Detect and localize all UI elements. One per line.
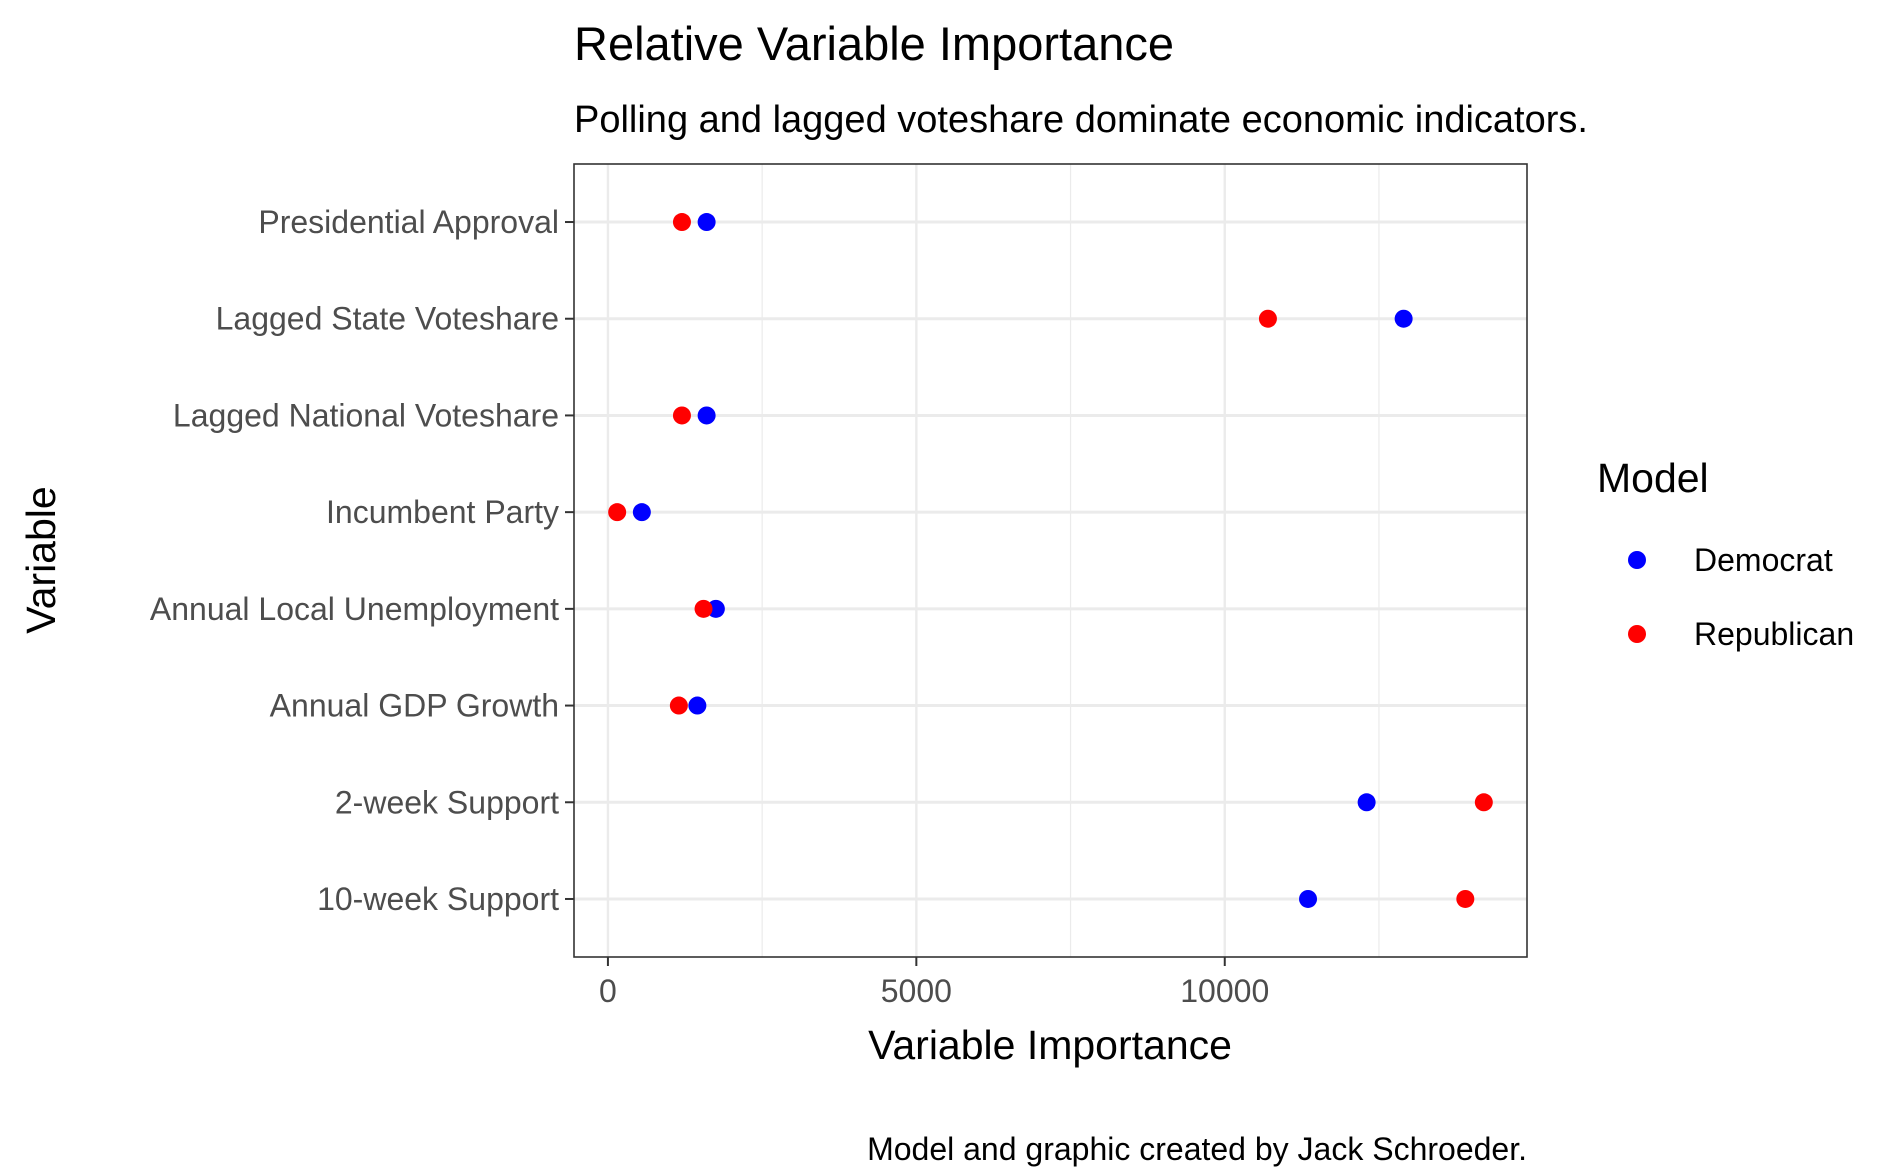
- x-tick-label: 10000: [1180, 973, 1269, 1009]
- data-point-democrat: [697, 406, 716, 425]
- data-point-democrat: [1299, 889, 1318, 908]
- y-tick-label: 2-week Support: [335, 784, 559, 820]
- plot-border: [573, 163, 1528, 958]
- y-tick-label: Incumbent Party: [326, 494, 559, 530]
- legend-items: Democrat Republican: [1628, 542, 1854, 652]
- legend: Model Democrat Republican: [1597, 455, 1854, 652]
- data-point-democrat: [1394, 309, 1413, 328]
- x-axis-ticks: 0 5000 10000: [599, 957, 1269, 1009]
- y-tick-label: Lagged National Voteshare: [173, 397, 559, 433]
- data-point-democrat: [697, 213, 716, 232]
- y-tick-label: Presidential Approval: [258, 204, 559, 240]
- plot-area: Presidential Approval Lagged State Votesh…: [150, 163, 1528, 1009]
- legend-label-republican: Republican: [1694, 616, 1854, 652]
- data-point-democrat: [688, 696, 707, 715]
- data-point-democrat: [706, 599, 725, 618]
- data-point-republican: [1474, 793, 1493, 812]
- y-axis-ticks: Presidential Approval Lagged State Votesh…: [150, 204, 574, 917]
- data-point-republican: [1258, 309, 1277, 328]
- chart-subtitle: Polling and lagged voteshare dominate ec…: [574, 99, 1588, 141]
- data-point-democrat: [1357, 793, 1376, 812]
- data-point-republican: [669, 696, 688, 715]
- legend-title: Model: [1597, 455, 1709, 501]
- data-point-republican: [608, 503, 627, 522]
- chart-title: Relative Variable Importance: [574, 17, 1174, 70]
- y-tick-label: Lagged State Voteshare: [216, 301, 559, 337]
- x-axis-title: Variable Importance: [868, 1022, 1232, 1068]
- x-tick-label: 5000: [881, 973, 952, 1009]
- legend-key-democrat: [1628, 551, 1646, 569]
- data-point-democrat: [632, 503, 651, 522]
- y-tick-label: Annual GDP Growth: [270, 688, 559, 724]
- legend-label-democrat: Democrat: [1694, 542, 1833, 578]
- data-points: [608, 213, 1493, 908]
- x-tick-label: 0: [599, 973, 617, 1009]
- y-axis-title: Variable: [18, 486, 64, 633]
- y-tick-label: Annual Local Unemployment: [150, 591, 559, 627]
- legend-key-republican: [1628, 625, 1646, 643]
- plot-panel: [574, 164, 1527, 957]
- data-point-republican: [672, 213, 691, 232]
- chart-caption: Model and graphic created by Jack Schroe…: [867, 1131, 1527, 1167]
- data-point-republican: [694, 599, 713, 618]
- data-point-republican: [672, 406, 691, 425]
- data-point-republican: [1456, 889, 1475, 908]
- y-tick-label: 10-week Support: [317, 881, 559, 917]
